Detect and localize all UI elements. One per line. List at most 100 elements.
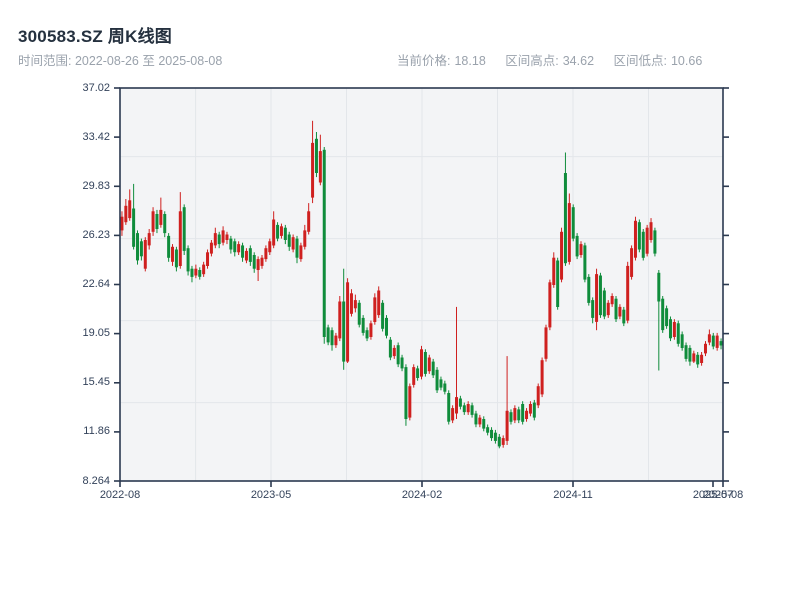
candle-body (614, 298, 618, 320)
candle-body (451, 408, 455, 421)
x-axis-tick-label: 2025-08 (702, 489, 744, 501)
candle-body (696, 354, 700, 365)
candle-body (178, 211, 182, 266)
candle-body (174, 249, 178, 268)
candle-body (291, 237, 295, 250)
candle-body (233, 241, 237, 253)
y-axis-tick-label: 29.83 (82, 179, 110, 192)
candles (120, 120, 723, 449)
candle-body (186, 248, 190, 272)
candle-body (462, 405, 466, 413)
candle-body (307, 211, 311, 232)
candle-body (287, 234, 291, 247)
candle-body (369, 323, 373, 337)
candle-body (381, 302, 385, 329)
candle-body (532, 402, 536, 418)
candle-body (217, 234, 221, 245)
range-high-value: 34.62 (562, 54, 595, 68)
candle-body (206, 252, 210, 266)
candle-body (661, 298, 665, 331)
candle-body (606, 302, 610, 316)
candle-body (466, 404, 470, 413)
y-axis-tick-label: 15.45 (82, 376, 110, 389)
candle-body (548, 282, 552, 328)
y-axis-tick-label: 8.264 (82, 474, 110, 487)
candle-body (396, 345, 400, 365)
candle-body (684, 345, 688, 359)
candle-body (703, 343, 707, 354)
x-axis-tick-label: 2025-07 (692, 489, 734, 501)
candle-body (560, 231, 564, 280)
axis-ticks (114, 87, 729, 487)
candle-body (213, 233, 217, 246)
candle-body (688, 347, 692, 362)
candle-body (279, 226, 283, 236)
y-axis-tick-label: 26.23 (82, 228, 110, 241)
candle-body (295, 238, 299, 258)
candle-body (357, 302, 361, 325)
candle-body (680, 334, 684, 348)
candle-body (579, 244, 583, 255)
candle-body (431, 361, 435, 376)
candle-body (653, 230, 657, 254)
candle-body (513, 408, 517, 421)
candle-body (283, 227, 287, 240)
candle-body (474, 413, 478, 425)
candle-body (167, 235, 171, 258)
candle-body (155, 214, 159, 229)
candle-body (552, 257, 556, 285)
candle-body (136, 233, 140, 261)
candle-body (482, 419, 486, 429)
candle-body (326, 327, 330, 343)
candle-body (455, 397, 459, 414)
candle-body (248, 248, 252, 262)
candle-body (342, 301, 346, 362)
candle-body (241, 245, 245, 258)
candle-body (256, 259, 260, 270)
candle-body (423, 352, 427, 374)
candle-body (665, 308, 669, 327)
candle-body (159, 209, 163, 225)
candle-body (630, 248, 634, 277)
candle-body (637, 222, 641, 250)
y-axis-tick-label: 19.05 (82, 327, 110, 340)
candle-body (544, 327, 548, 359)
candle-body (509, 412, 513, 422)
candle-body (420, 349, 423, 377)
candle-body (151, 211, 155, 232)
candle-body (626, 265, 630, 321)
candle-body (209, 242, 213, 254)
candle-body (602, 290, 606, 317)
candle-body (252, 255, 256, 269)
current-price-stat: 当前价格: 18.18 (397, 54, 486, 68)
candle-body (692, 353, 696, 362)
candle-body (493, 432, 497, 441)
range-low-label: 区间低点: (613, 54, 667, 68)
candle-body (190, 268, 194, 277)
y-axis-tick-label: 37.02 (82, 81, 110, 94)
candle-body (416, 368, 420, 378)
current-price-value: 18.18 (454, 54, 486, 68)
candle-body (571, 207, 575, 239)
candle-body (556, 260, 560, 307)
candle-body (264, 248, 268, 260)
candle-body (244, 250, 248, 261)
candle-body (260, 257, 264, 266)
candle-body (182, 207, 186, 251)
stats-row: 当前价格: 18.18 区间高点: 34.62 区间低点: 10.66 (397, 50, 718, 69)
x-axis-tick-label: 2024-11 (553, 489, 593, 501)
candle-body (641, 231, 645, 258)
candle-body (633, 220, 637, 258)
candle-body (225, 234, 229, 240)
x-axis-tick-label: 2024-02 (401, 489, 443, 501)
candle-body (649, 222, 653, 240)
candle-body (120, 216, 124, 231)
range-low-stat: 区间低点: 10.66 (614, 54, 703, 68)
candle-body (299, 245, 303, 260)
candle-body (198, 270, 202, 277)
candle-body (707, 334, 711, 343)
candle-body (486, 427, 490, 433)
candle-body (501, 438, 505, 445)
candle-body (657, 272, 661, 302)
candle-body (618, 306, 622, 317)
